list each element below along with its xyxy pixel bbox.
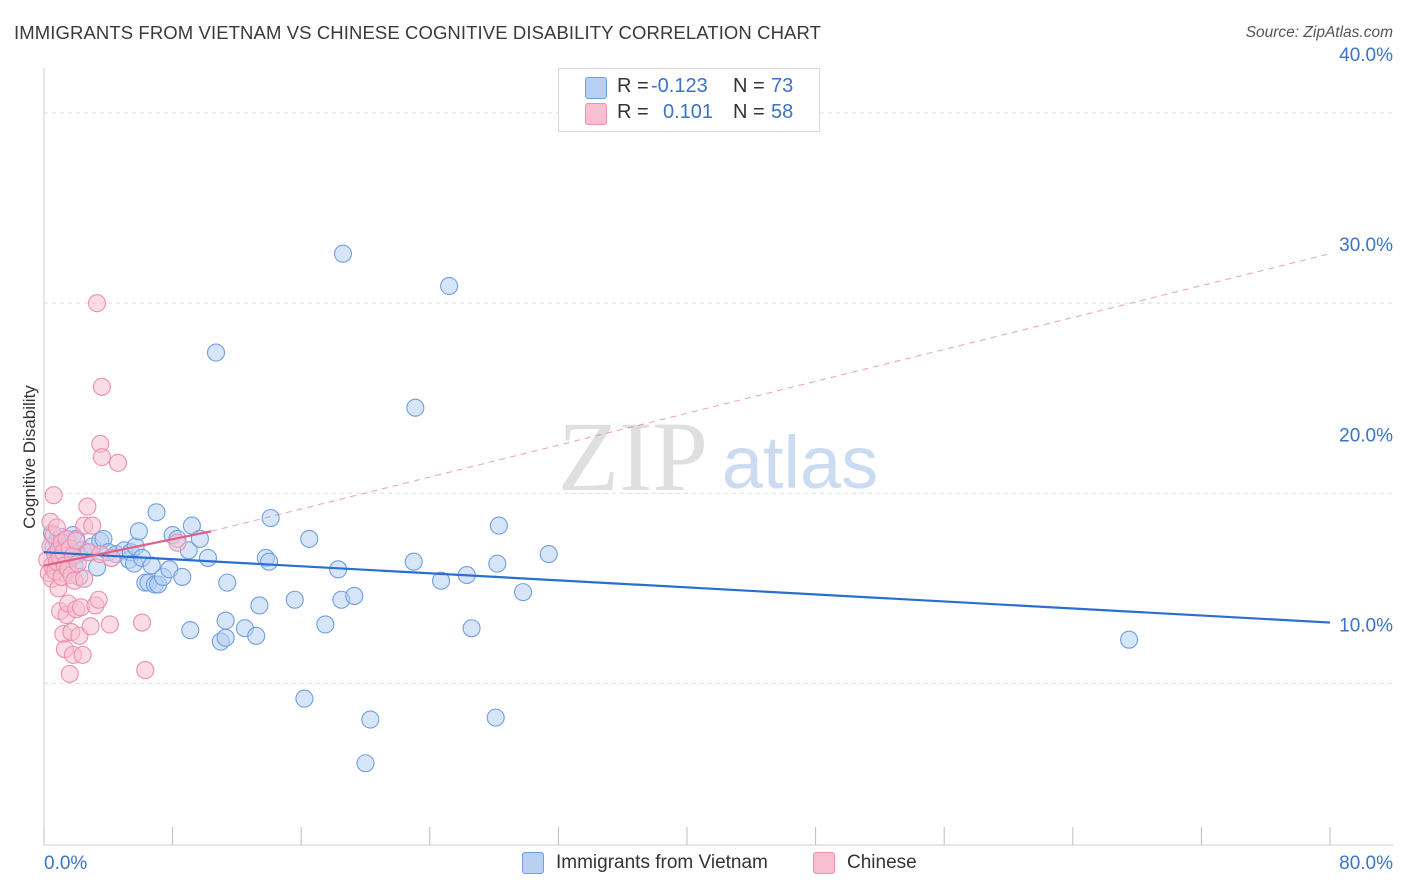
chinese-point (78, 497, 97, 516)
legend: R = -0.123 N = 73 R = 0.101 N = 58 (558, 68, 820, 132)
legend-n-value: 73 (771, 75, 794, 97)
legend-r-value: 0.101 (663, 101, 714, 123)
chinese-point (92, 448, 111, 467)
vietnam-point (182, 516, 201, 535)
vietnam-point (250, 596, 269, 615)
vietnam-point (295, 689, 314, 708)
grid-lines (44, 112, 1393, 684)
y-axis-label: Cognitive Disability (20, 385, 39, 529)
vietnam-point (316, 615, 335, 634)
vietnam-point (345, 586, 364, 605)
vietnam-point (247, 626, 266, 645)
vietnam-trend-line (43, 551, 1331, 624)
vietnam-point (486, 708, 505, 727)
legend-n-value: 58 (771, 101, 794, 123)
data-points (38, 244, 1139, 773)
chinese-point (87, 294, 107, 313)
vietnam-point (285, 590, 304, 609)
y-tick-label: 40.0% (1339, 45, 1393, 66)
vietnam-point (198, 548, 218, 567)
vietnam-point (356, 754, 375, 773)
legend-swatch-chinese (813, 852, 835, 874)
legend-swatch-vietnam (585, 77, 607, 99)
y-tick-label: 30.0% (1339, 235, 1393, 256)
chinese-point (67, 531, 86, 550)
legend-n-label: N = (733, 101, 765, 123)
watermark: ZIP atlas (558, 401, 878, 512)
tick-labels: 10.0% 20.0% 30.0% 40.0% 0.0% 80.0% (44, 45, 1393, 874)
vietnam-point (539, 545, 558, 564)
vietnam-point (333, 244, 353, 263)
watermark-zip: ZIP (558, 401, 708, 512)
chinese-point (136, 661, 155, 680)
chinese-point (92, 377, 111, 396)
vietnam-point (216, 611, 235, 630)
vietnam-point (1120, 630, 1139, 649)
legend-r-label: R = (617, 75, 649, 97)
vietnam-point (406, 398, 425, 417)
chart-title: IMMIGRANTS FROM VIETNAM VS CHINESE COGNI… (14, 22, 822, 43)
vietnam-point (432, 571, 451, 590)
chinese-point (89, 590, 108, 609)
chinese-point (83, 516, 102, 535)
vietnam-point (462, 619, 481, 638)
trend-lines (43, 253, 1331, 624)
chinese-point (100, 615, 119, 634)
y-tick-label: 10.0% (1339, 615, 1393, 636)
vietnam-point (261, 508, 280, 528)
legend-r-value: -0.123 (651, 75, 708, 97)
chinese-trend-line (43, 530, 212, 567)
vietnam-point (206, 343, 226, 362)
x-tick-label: 80.0% (1339, 853, 1393, 874)
vietnam-point (489, 516, 508, 535)
legend-swatch-vietnam (522, 852, 544, 874)
chinese-trend-extension (211, 253, 1331, 532)
vietnam-point (147, 503, 166, 522)
vietnam-point (129, 522, 148, 541)
legend-label-chinese: Chinese (847, 852, 917, 873)
watermark-atlas: atlas (722, 421, 878, 504)
vietnam-point (404, 552, 423, 571)
source-label: Source: ZipAtlas.com (1245, 24, 1393, 41)
chinese-point (73, 645, 92, 664)
chinese-point (75, 569, 94, 588)
vietnam-point (361, 710, 380, 729)
vietnam-point (513, 583, 533, 602)
vietnam-point (181, 621, 200, 640)
legend-n-label: N = (733, 75, 765, 97)
vietnam-point (173, 567, 192, 586)
legend-swatch-chinese (585, 103, 607, 125)
x-tick-label: 0.0% (44, 853, 87, 874)
legend-r-label: R = (617, 101, 649, 123)
vietnam-point (300, 529, 319, 548)
chinese-point (44, 486, 63, 505)
chinese-point (133, 613, 152, 632)
y-tick-label: 20.0% (1339, 425, 1393, 446)
chinese-point (60, 664, 79, 683)
chinese-point (81, 617, 100, 636)
vietnam-point (440, 276, 459, 296)
vietnam-point (259, 552, 279, 571)
legend-label-vietnam: Immigrants from Vietnam (556, 852, 768, 873)
vietnam-point (218, 573, 237, 592)
vietnam-point (216, 628, 235, 647)
chinese-point (108, 453, 127, 472)
vietnam-point (488, 554, 507, 573)
axes (43, 68, 1393, 846)
